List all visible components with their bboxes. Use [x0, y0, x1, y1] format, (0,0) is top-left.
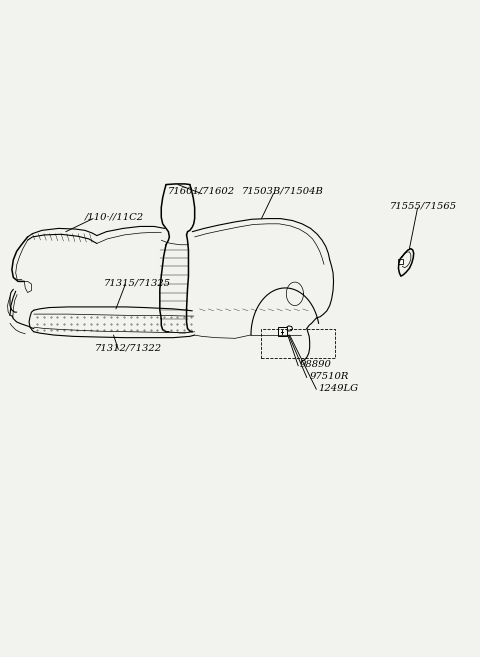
Text: 71555/71565: 71555/71565	[390, 201, 457, 210]
Text: 71315/71325: 71315/71325	[104, 278, 171, 287]
Text: 71312/71322: 71312/71322	[95, 344, 162, 353]
Text: 1249LG: 1249LG	[319, 384, 359, 392]
Text: 71503B/71504B: 71503B/71504B	[242, 187, 324, 196]
Bar	[398, 259, 403, 264]
Text: 71601/71602: 71601/71602	[168, 187, 235, 196]
Text: 97510R: 97510R	[309, 372, 348, 381]
Text: /110·//11C2: /110·//11C2	[85, 213, 144, 222]
Bar	[278, 327, 287, 336]
Text: 98890: 98890	[300, 360, 332, 369]
